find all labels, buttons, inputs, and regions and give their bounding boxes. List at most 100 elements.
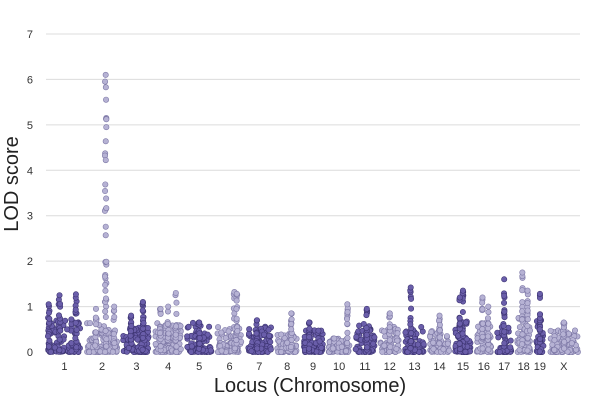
data-point bbox=[507, 344, 514, 351]
y-tick-label: 5 bbox=[27, 120, 33, 132]
data-point bbox=[485, 303, 492, 310]
data-point bbox=[457, 346, 464, 353]
data-point bbox=[408, 295, 415, 302]
y-tick-label: 6 bbox=[27, 74, 33, 86]
data-point bbox=[188, 348, 195, 355]
x-tick-label-chr-6: 6 bbox=[227, 361, 233, 373]
data-point bbox=[288, 321, 295, 328]
data-point bbox=[144, 325, 151, 332]
data-point bbox=[261, 331, 268, 338]
y-tick-label: 7 bbox=[27, 29, 33, 41]
data-point bbox=[140, 320, 147, 327]
data-point bbox=[173, 348, 180, 355]
data-point bbox=[507, 337, 514, 344]
data-point bbox=[93, 321, 100, 328]
data-point bbox=[344, 315, 351, 322]
data-point bbox=[102, 188, 109, 195]
data-point bbox=[103, 205, 110, 212]
data-point bbox=[102, 327, 109, 334]
data-point bbox=[519, 341, 526, 348]
x-tick-label-chr-3: 3 bbox=[133, 361, 139, 373]
data-point bbox=[519, 331, 526, 338]
data-point bbox=[352, 346, 359, 353]
data-point bbox=[484, 315, 491, 322]
data-point bbox=[436, 321, 443, 328]
data-point bbox=[456, 315, 463, 322]
data-point bbox=[408, 305, 415, 312]
data-point bbox=[103, 124, 110, 131]
data-point bbox=[479, 320, 486, 327]
data-point bbox=[127, 328, 134, 335]
data-point bbox=[459, 287, 466, 294]
data-point bbox=[381, 342, 388, 349]
data-point bbox=[479, 306, 486, 313]
x-axis-ticks: 1 2 3 4 5 6 7 8 9 10 11 12 13 14 15 16 17 18 19 X bbox=[61, 361, 568, 373]
data-point bbox=[370, 340, 377, 347]
data-point bbox=[524, 322, 531, 329]
data-point bbox=[281, 335, 288, 342]
data-point bbox=[207, 347, 214, 354]
data-point bbox=[57, 327, 64, 334]
data-point bbox=[485, 309, 492, 316]
data-point bbox=[189, 319, 196, 326]
data-point bbox=[45, 343, 52, 350]
data-point bbox=[102, 71, 109, 78]
data-point bbox=[428, 328, 435, 335]
data-point bbox=[501, 328, 508, 335]
data-point bbox=[55, 312, 62, 319]
data-point bbox=[436, 334, 443, 341]
data-point bbox=[519, 316, 526, 323]
data-point bbox=[172, 289, 179, 296]
data-point bbox=[111, 313, 118, 320]
data-point bbox=[462, 348, 469, 355]
data-point bbox=[111, 303, 118, 310]
data-point bbox=[446, 347, 453, 354]
data-point bbox=[139, 346, 146, 353]
data-point bbox=[45, 309, 52, 316]
data-point bbox=[568, 340, 575, 347]
data-point bbox=[430, 339, 437, 346]
data-point bbox=[92, 329, 99, 336]
data-point bbox=[536, 311, 543, 318]
data-point bbox=[231, 345, 238, 352]
data-point bbox=[408, 330, 415, 337]
x-tick-label-chr-8: 8 bbox=[284, 361, 290, 373]
data-point bbox=[363, 305, 370, 312]
data-point bbox=[87, 320, 94, 327]
data-point bbox=[407, 345, 414, 352]
data-point bbox=[103, 116, 110, 123]
data-point bbox=[344, 334, 351, 341]
x-tick-label-chr-16: 16 bbox=[478, 361, 490, 373]
data-point bbox=[188, 343, 195, 350]
data-point bbox=[233, 305, 240, 312]
data-point bbox=[407, 284, 414, 291]
data-point bbox=[524, 334, 531, 341]
data-point bbox=[456, 294, 463, 301]
data-point bbox=[561, 345, 568, 352]
data-point bbox=[56, 336, 63, 343]
data-point bbox=[288, 326, 295, 333]
data-point bbox=[306, 319, 313, 326]
x-tick-label-chr-5: 5 bbox=[196, 361, 202, 373]
data-point bbox=[103, 258, 110, 265]
data-point bbox=[462, 319, 469, 326]
x-axis-label: Locus (Chromosome) bbox=[214, 375, 406, 397]
data-point bbox=[173, 343, 180, 350]
data-point bbox=[524, 300, 531, 307]
data-point bbox=[109, 348, 116, 355]
data-point bbox=[561, 338, 568, 345]
data-point bbox=[479, 299, 486, 306]
y-axis-ticks: 0 1 2 3 4 5 6 7 bbox=[27, 29, 33, 359]
data-point bbox=[92, 314, 99, 321]
data-point bbox=[524, 287, 531, 294]
data-point bbox=[254, 345, 261, 352]
data-point bbox=[343, 348, 350, 355]
data-point bbox=[440, 346, 447, 353]
data-point bbox=[315, 327, 322, 334]
data-point bbox=[267, 338, 274, 345]
data-point bbox=[485, 320, 492, 327]
data-point bbox=[45, 301, 52, 308]
data-point bbox=[184, 333, 191, 340]
data-point bbox=[196, 319, 203, 326]
